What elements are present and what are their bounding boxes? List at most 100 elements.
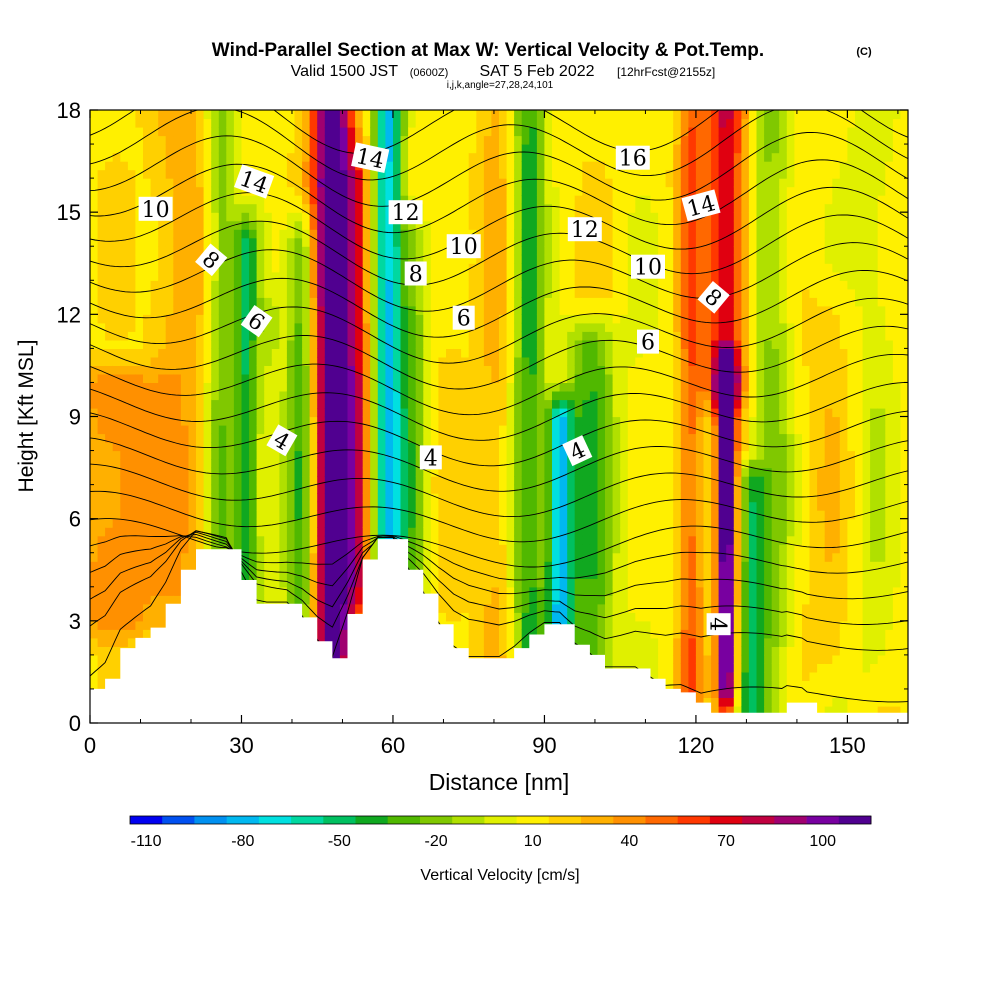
colorbar-swatch [355, 816, 389, 824]
terrain-mask [90, 539, 908, 723]
theta-contour-line [90, 110, 908, 181]
y-axis: 0 3 6 9 12 15 18 [57, 98, 908, 736]
theta-contour-line [90, 131, 908, 207]
colorbar-swatch [581, 816, 614, 824]
contour-label: 10 [446, 234, 481, 260]
theta-contour-line [90, 437, 908, 492]
colorbar-swatch [645, 816, 679, 824]
contour-label: 12 [388, 200, 423, 226]
colorbar-swatch [613, 816, 646, 824]
potential-temperature-contours [90, 110, 908, 703]
theta-contour-line [90, 353, 908, 416]
theta-contour-line [90, 463, 908, 518]
colorbar-swatch [387, 816, 421, 824]
chart-subtitle: Valid 1500 JST (0600Z) SAT 5 Feb 2022 [1… [291, 63, 716, 80]
contour-label: 16 [615, 145, 650, 172]
y-tick-label: 3 [69, 609, 81, 634]
contour-label-text: 10 [142, 198, 170, 223]
colorbar-tick-label: 100 [809, 833, 836, 850]
theta-contour-line [90, 325, 908, 390]
colorbar-swatch [677, 816, 711, 824]
subtitle-date: SAT 5 Feb 2022 [479, 63, 594, 80]
colorbar-swatch [774, 816, 807, 824]
subtitle-utc: (0600Z) [410, 67, 449, 79]
colorbar-swatch [226, 816, 260, 824]
colorbar-swatch [484, 816, 517, 824]
contour-label-text: 10 [450, 235, 478, 260]
theta-contour-line [90, 531, 908, 625]
contour-label-text: 16 [619, 147, 647, 172]
contour-label: 6 [452, 305, 475, 332]
theta-contour-line [90, 518, 908, 568]
colorbar-tick-label: -80 [231, 833, 254, 850]
x-tick-label: 90 [532, 733, 556, 758]
subtitle-forecast: [12hrFcst@2155z] [617, 65, 715, 79]
contour-label-text: 12 [392, 201, 420, 226]
contour-label: 10 [138, 196, 173, 223]
theta-contour-line [90, 242, 908, 312]
colorbar-tick-label: 40 [621, 833, 639, 850]
theta-contour-line [90, 186, 908, 260]
contour-label-text: 4 [424, 446, 438, 471]
colorbar-tick-label: 70 [717, 833, 735, 850]
y-tick-label: 12 [57, 302, 81, 327]
y-tick-label: 9 [69, 405, 81, 430]
y-tick-label: 0 [69, 711, 81, 736]
colorbar-swatch [516, 816, 550, 824]
y-tick-label: 18 [57, 98, 81, 123]
colorbar-swatch [420, 816, 453, 824]
theta-contour-line [90, 269, 908, 338]
x-tick-label: 30 [229, 733, 253, 758]
colorbar-tick-label: 10 [524, 833, 542, 850]
contour-label: 4 [419, 445, 442, 471]
colorbar-swatch [838, 816, 872, 824]
contour-label-text: 12 [571, 218, 599, 243]
theta-contour-line [90, 297, 908, 364]
theta-contour-line [90, 382, 908, 441]
y-tick-label: 15 [57, 200, 81, 225]
colorbar-tick-label: -20 [425, 833, 448, 850]
contour-label: 6 [637, 329, 659, 356]
contour-label-text: 8 [409, 263, 423, 288]
colorbar-swatch [548, 816, 582, 824]
theta-contour-line [90, 214, 908, 286]
colorbar-swatch [323, 816, 356, 824]
theta-contour-line [90, 534, 908, 600]
y-tick-label: 6 [69, 507, 81, 532]
contour-label-text: 4 [705, 617, 730, 631]
contour-label: 4 [562, 435, 593, 466]
colorbar-swatch [709, 816, 743, 824]
theta-contour-line [90, 410, 908, 467]
colorbar-swatch [291, 816, 324, 824]
contour-label-text: 6 [457, 307, 471, 332]
colorbar-swatch [742, 816, 775, 824]
contour-label-text: 14 [354, 144, 387, 174]
x-tick-label: 60 [381, 733, 405, 758]
colorbar-swatch [452, 816, 485, 824]
chart-subtitle-indices: i,j,k,angle=27,28,24,101 [447, 80, 554, 91]
colorbar-label: Vertical Velocity [cm/s] [420, 867, 579, 884]
y-axis-label: Height [Kft MSL] [15, 340, 38, 493]
theta-contour-line [90, 535, 908, 581]
x-axis-label: Distance [nm] [429, 769, 570, 795]
contour-label: 8 [404, 261, 427, 288]
colorbar-tick-label: -50 [328, 833, 351, 850]
theta-contour-line [90, 530, 908, 651]
subtitle-valid: Valid 1500 JST [291, 63, 399, 80]
chart-title-mark: (C) [856, 46, 872, 58]
x-tick-label: 0 [84, 733, 96, 758]
colorbar-tick-label: -110 [131, 833, 162, 850]
contour-label-text: 6 [641, 331, 655, 356]
theta-contour-line [90, 159, 908, 234]
x-axis: 0 30 60 90 120 150 [84, 110, 899, 758]
colorbar: -110 -80 -50 -20 10 40 70 100 [129, 815, 872, 850]
contour-label-text: 10 [634, 256, 662, 281]
theta-contour-line [90, 490, 908, 543]
plot-area [90, 110, 908, 723]
contour-label: 4 [705, 613, 731, 636]
contour-label: 10 [631, 254, 665, 281]
colorbar-swatch [130, 816, 163, 824]
theta-contour-line [90, 530, 908, 703]
x-tick-label: 120 [678, 733, 715, 758]
contour-label: 12 [567, 217, 602, 243]
